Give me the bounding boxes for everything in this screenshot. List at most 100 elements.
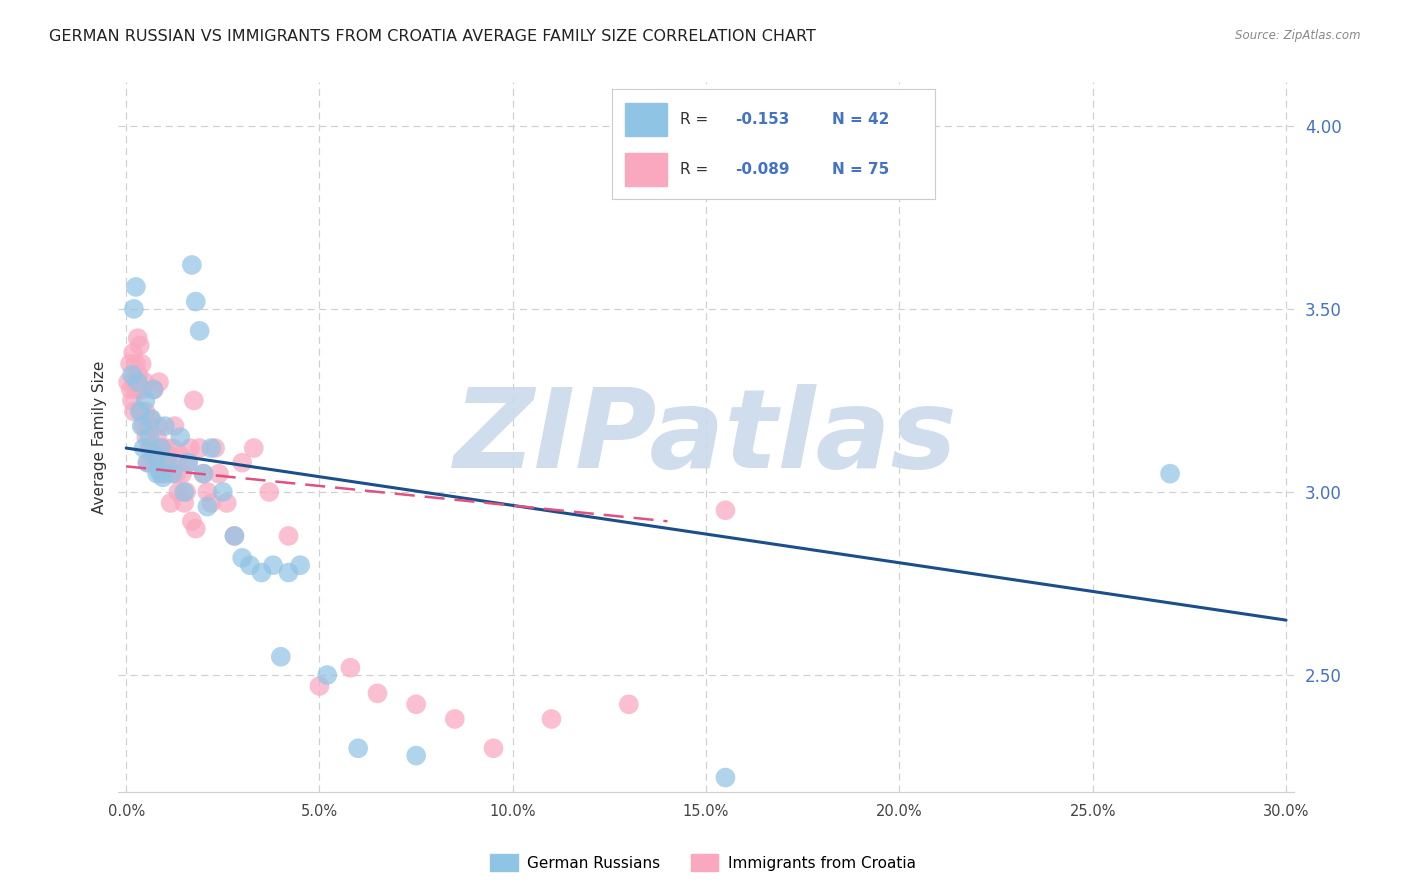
Point [132, 419, 155, 434]
Point [366, 686, 388, 700]
Point [157, 456, 180, 470]
Point [714, 771, 737, 785]
Point [173, 496, 195, 510]
Point [136, 456, 159, 470]
Point [121, 393, 143, 408]
Point [208, 467, 231, 481]
Point [211, 485, 233, 500]
Point [169, 448, 191, 462]
Point [173, 485, 195, 500]
Point [482, 741, 505, 756]
Point [165, 467, 187, 481]
Point [142, 448, 165, 462]
Point [617, 698, 640, 712]
Point [188, 324, 211, 338]
Point [231, 456, 253, 470]
Point [443, 712, 465, 726]
Point [162, 441, 184, 455]
Point [131, 419, 153, 434]
Point [149, 448, 172, 462]
Point [179, 441, 201, 455]
Point [141, 441, 163, 455]
Point [257, 485, 280, 500]
Point [277, 566, 299, 580]
Point [215, 496, 238, 510]
Point [167, 485, 190, 500]
Point [177, 456, 200, 470]
Point [129, 404, 152, 418]
Point [136, 456, 159, 470]
Text: Source: ZipAtlas.com: Source: ZipAtlas.com [1236, 29, 1361, 43]
Point [125, 280, 148, 294]
Point [277, 529, 299, 543]
Point [169, 430, 191, 444]
Point [177, 456, 200, 470]
Point [148, 463, 170, 477]
Point [124, 375, 146, 389]
Point [184, 294, 207, 309]
Point [143, 448, 166, 462]
Point [122, 301, 145, 316]
Point [118, 357, 141, 371]
Point [121, 368, 143, 382]
Point [128, 368, 150, 382]
Point [162, 467, 184, 481]
Point [157, 448, 180, 462]
Text: ZIPatlas: ZIPatlas [454, 384, 957, 491]
Point [242, 441, 264, 455]
Point [316, 668, 339, 682]
Point [405, 748, 427, 763]
Point [347, 741, 370, 756]
Point [714, 503, 737, 517]
Point [125, 357, 148, 371]
Point [152, 470, 174, 484]
Point [141, 411, 163, 425]
Point [153, 419, 176, 434]
Point [142, 383, 165, 397]
Point [270, 649, 292, 664]
Point [195, 500, 218, 514]
Point [131, 383, 153, 397]
Point [193, 467, 215, 481]
Point [174, 485, 197, 500]
Point [128, 338, 150, 352]
Point [146, 467, 169, 481]
Point [131, 357, 153, 371]
Point [146, 430, 169, 444]
Point [188, 441, 211, 455]
Point [540, 712, 562, 726]
Point [128, 404, 150, 418]
Point [200, 441, 222, 455]
Point [239, 558, 262, 573]
Point [204, 441, 226, 455]
Point [148, 375, 170, 389]
Point [143, 383, 166, 397]
Point [224, 529, 246, 543]
Point [117, 375, 139, 389]
Point [134, 404, 156, 418]
Point [146, 419, 169, 434]
Point [339, 661, 361, 675]
Point [132, 441, 155, 455]
Point [122, 404, 145, 418]
Point [150, 441, 173, 455]
Point [288, 558, 311, 573]
Point [405, 698, 427, 712]
Legend: German Russians, Immigrants from Croatia: German Russians, Immigrants from Croatia [485, 848, 921, 877]
Point [180, 514, 202, 528]
Text: GERMAN RUSSIAN VS IMMIGRANTS FROM CROATIA AVERAGE FAMILY SIZE CORRELATION CHART: GERMAN RUSSIAN VS IMMIGRANTS FROM CROATI… [49, 29, 815, 45]
Point [1159, 467, 1181, 481]
Point [125, 383, 148, 397]
Point [180, 258, 202, 272]
Point [135, 430, 157, 444]
Point [134, 393, 156, 408]
Point [250, 566, 273, 580]
Point [231, 550, 253, 565]
Point [153, 467, 176, 481]
Y-axis label: Average Family Size: Average Family Size [93, 360, 107, 514]
Point [143, 441, 166, 455]
Point [122, 346, 145, 360]
Point [138, 430, 160, 444]
Point [141, 456, 163, 470]
Point [138, 441, 160, 455]
